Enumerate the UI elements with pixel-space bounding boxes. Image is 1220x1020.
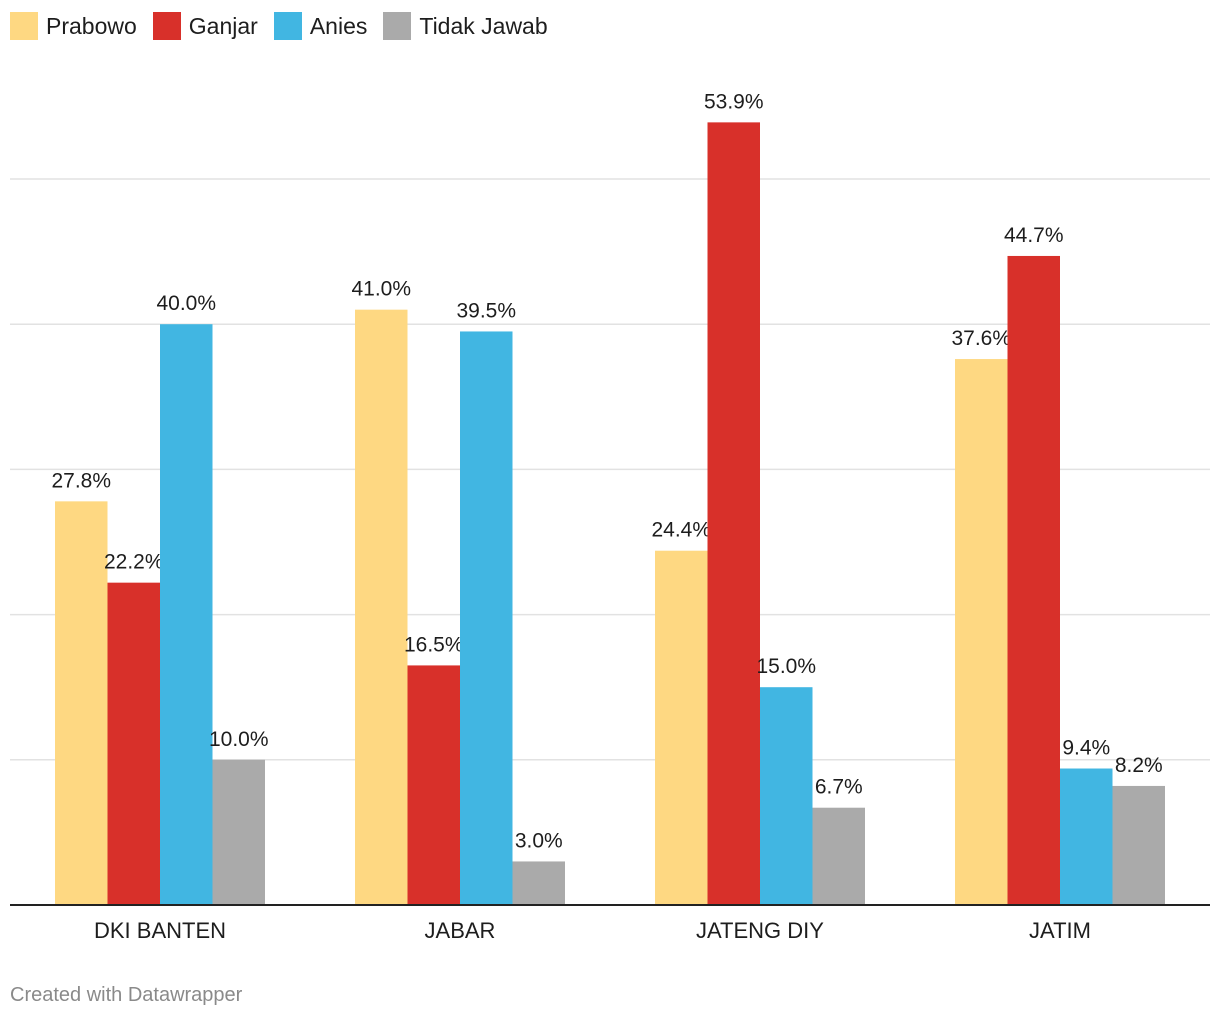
bar-tidak-jawab [212, 759, 265, 905]
data-label: 40.0% [156, 292, 216, 315]
legend-item-prabowo: Prabowo [10, 12, 137, 40]
bar-tidak-jawab [512, 861, 565, 905]
data-label: 37.6% [951, 327, 1011, 350]
bar-anies [460, 331, 513, 906]
data-label: 10.0% [209, 728, 269, 751]
data-label: 39.5% [456, 299, 516, 322]
legend-swatch-anies [273, 12, 302, 40]
legend-swatch-prabowo [10, 12, 38, 40]
bar-ganjar [707, 122, 760, 905]
data-label: 15.0% [756, 655, 816, 678]
bar-anies [760, 687, 813, 905]
legend-label-anies: Anies [309, 12, 368, 39]
bar-prabowo [355, 309, 408, 905]
bar-prabowo [55, 501, 108, 905]
x-tick-label: JATENG DIY [696, 918, 824, 943]
chart-legend: Prabowo Ganjar Anies Tidak Jawab [10, 12, 564, 40]
legend-label-ganjar: Ganjar [188, 12, 258, 39]
data-label: 6.7% [815, 776, 863, 799]
data-label: 16.5% [404, 633, 464, 656]
x-tick-label: JATIM [1029, 918, 1091, 943]
data-label: 8.2% [1115, 754, 1163, 777]
legend-label-prabowo: Prabowo [46, 12, 137, 39]
legend-item-ganjar: Ganjar [152, 12, 258, 40]
bar-ganjar [407, 665, 460, 905]
data-label: 22.2% [104, 551, 164, 574]
legend-item-anies: Anies [273, 12, 368, 40]
data-label: 3.0% [515, 829, 563, 852]
footer-credit: Created with Datawrapper [10, 984, 243, 1006]
bar-anies [160, 324, 213, 905]
data-label: 53.9% [704, 90, 764, 113]
bar-prabowo [955, 359, 1008, 906]
bar-ganjar [1007, 255, 1060, 905]
data-label: 44.7% [1004, 224, 1064, 247]
data-label: 9.4% [1062, 737, 1110, 760]
legend-item-tidak-jawab: Tidak Jawab [383, 12, 548, 40]
bar-tidak-jawab [1112, 785, 1165, 905]
legend-label-tidak-jawab: Tidak Jawab [419, 12, 548, 39]
x-tick-label: JABAR [425, 918, 496, 943]
legend-swatch-tidak-jawab [383, 12, 412, 40]
bar-anies [1060, 768, 1113, 905]
x-tick-label: DKI BANTEN [94, 918, 226, 943]
bar-ganjar [107, 582, 160, 905]
bar-tidak-jawab [812, 807, 865, 905]
legend-swatch-ganjar [152, 12, 181, 40]
data-label: 27.8% [51, 469, 111, 492]
bar-prabowo [655, 550, 708, 905]
data-label: 24.4% [651, 519, 711, 542]
data-label: 41.0% [351, 278, 411, 301]
